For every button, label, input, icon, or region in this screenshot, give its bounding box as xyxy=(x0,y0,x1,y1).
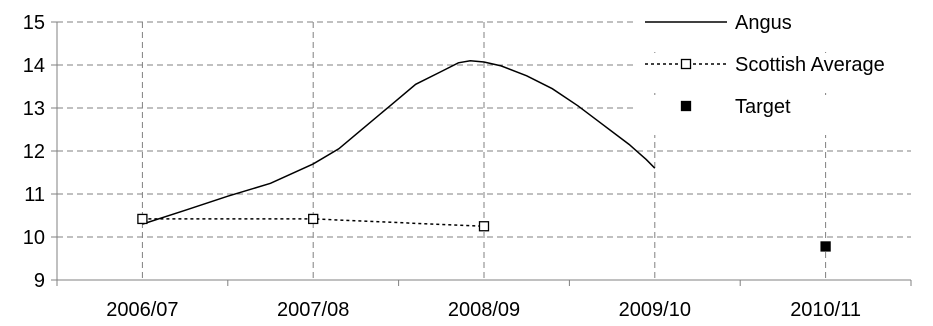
y-tick-label: 12 xyxy=(23,141,45,163)
series-line-angus xyxy=(142,59,656,225)
data-point-target xyxy=(820,241,831,252)
x-tick-label: 2007/08 xyxy=(277,299,349,321)
legend-label-angus: Angus xyxy=(735,12,792,34)
legend-label-target: Target xyxy=(735,96,791,118)
legend: Angus Scottish Average Target xyxy=(636,11,933,135)
y-tick-label: 13 xyxy=(23,98,45,120)
y-tick-label: 10 xyxy=(23,227,45,249)
data-point-scottish-average xyxy=(137,213,148,225)
tick-labels: 9 10 11 12 13 14 15 2006/07 2007/08 2008/09 2009/1… xyxy=(23,12,861,321)
axes xyxy=(51,21,912,286)
y-tick-label: 15 xyxy=(23,12,45,34)
legend-swatch-marker-scottish-average xyxy=(680,58,692,70)
x-tick-label: 2008/09 xyxy=(448,299,520,321)
legend-label-scottish-average: Scottish Average xyxy=(735,54,885,76)
y-tick-label: 9 xyxy=(34,270,45,292)
x-tick-label: 2006/07 xyxy=(106,299,178,321)
data-point-scottish-average xyxy=(308,213,319,225)
legend-swatch-marker-target xyxy=(680,100,692,112)
x-tick-label: 2009/10 xyxy=(619,299,691,321)
x-tick-label: 2010/11 xyxy=(790,299,861,321)
legend-bg xyxy=(636,11,933,51)
series-lines xyxy=(142,59,656,228)
series-markers xyxy=(137,213,831,252)
y-tick-label: 11 xyxy=(24,184,45,206)
y-tick-label: 14 xyxy=(23,55,45,77)
data-point-scottish-average xyxy=(478,221,490,232)
